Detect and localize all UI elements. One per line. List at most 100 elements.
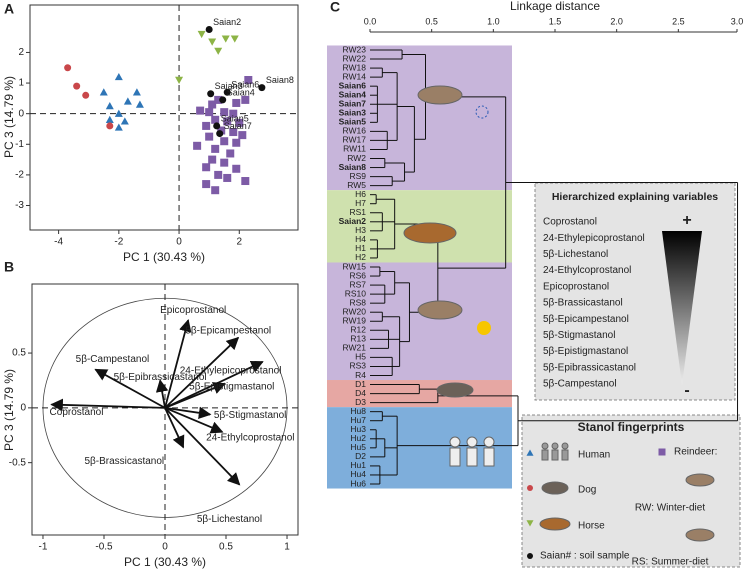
variable-label: 5β-Epicampestanol	[543, 314, 629, 325]
variable-label: 5β-Campestanol	[543, 379, 617, 390]
x-axis-label: PC 1 (30.43 %)	[123, 250, 205, 264]
leaf-label: H7	[355, 198, 366, 208]
loading-arrow	[164, 336, 240, 409]
leaf-label: Saian7	[339, 99, 367, 109]
snow-icon	[475, 105, 489, 119]
x-tick-label: 0	[176, 237, 182, 248]
point	[220, 108, 229, 117]
leaf-label: Saian2	[339, 216, 367, 226]
arrow-label: Epicoprostanol	[160, 305, 226, 316]
arrow-label: 24-Ethylepicoprostanol	[180, 365, 282, 376]
point	[208, 155, 217, 164]
arrow-label: 5β-Brassicastanol	[84, 456, 164, 467]
point-label: Saian5	[221, 113, 249, 123]
x-tick-label: 2	[236, 237, 242, 248]
point	[226, 149, 235, 158]
y-tick-label: 2	[18, 47, 24, 58]
legend-label: Dog	[578, 485, 596, 496]
leaf-label: H1	[355, 243, 366, 253]
human-icon	[541, 442, 569, 461]
point	[205, 108, 214, 117]
point	[197, 30, 206, 39]
leaf-label: RW17	[343, 135, 367, 145]
legend-label: Horse	[578, 521, 605, 532]
point	[213, 122, 221, 130]
arrow-label: 5β-Campestanol	[76, 354, 150, 365]
reindeer-icon	[685, 473, 715, 487]
leaf-label: H2	[355, 252, 366, 262]
point	[207, 90, 215, 98]
loading-arrow	[94, 368, 166, 409]
variable-label: 5β-Brassicastanol	[543, 298, 623, 309]
point	[64, 64, 72, 72]
leaf-label: Hu8	[350, 406, 366, 416]
leaf-label: R12	[350, 325, 366, 335]
point	[208, 38, 217, 46]
variable-label: 5β-Stigmastanol	[543, 330, 615, 341]
leaf-label: RW11	[343, 144, 366, 154]
dog-icon	[541, 481, 569, 495]
point	[526, 449, 534, 456]
leaf-label: Hu7	[350, 415, 366, 425]
x-tick-label: 0.5	[219, 542, 233, 553]
leaf-label: D4	[355, 388, 366, 398]
reindeer-icon	[417, 85, 463, 105]
legend-label: Reindeer:	[674, 447, 717, 458]
box-title: Hierarchized explaining variables	[552, 191, 718, 203]
leaf-label: D1	[355, 379, 366, 389]
point	[202, 121, 211, 130]
point	[229, 128, 238, 137]
leaf-label: Hu2	[350, 433, 366, 443]
legend-label: Human	[578, 450, 610, 461]
variable-label: Epicoprostanol	[543, 281, 609, 292]
point	[211, 115, 220, 124]
point	[196, 106, 205, 115]
variable-label: 5β-Epistigmastanol	[543, 346, 628, 357]
leaf-label: RS1	[349, 207, 366, 217]
loading-arrow	[50, 398, 166, 412]
leaf-label: RW14	[343, 71, 367, 81]
y-tick-label: 0	[20, 402, 26, 413]
point	[114, 109, 123, 117]
point	[211, 144, 220, 153]
x-tick-label: 0.0	[364, 16, 377, 26]
leaf-label: RS7	[349, 279, 366, 289]
point	[132, 88, 141, 96]
point	[223, 117, 232, 126]
leaf-label: H4	[355, 234, 366, 244]
group-band	[327, 407, 512, 489]
group-band	[327, 262, 512, 381]
diet-label: RS: Summer-diet	[632, 557, 709, 568]
point-label: Saian3	[215, 81, 243, 91]
point	[114, 123, 123, 131]
horse-icon	[403, 222, 457, 244]
point	[527, 485, 533, 491]
leaf-label: R4	[355, 370, 366, 380]
y-axis-label: PC 3 (14.79 %)	[2, 76, 16, 158]
group-band	[327, 45, 512, 191]
variable-label: 5β-Lichestanol	[543, 249, 608, 260]
panel-label: C	[330, 0, 340, 15]
reindeer-icon	[417, 300, 463, 320]
loading-arrow	[164, 382, 226, 409]
leaf-label: Hu6	[350, 478, 366, 488]
arrow-label: 5β-Stigmastanol	[214, 410, 286, 421]
plus-sign: +	[682, 212, 691, 229]
point	[211, 186, 220, 195]
leaf-label: RW19	[343, 316, 367, 326]
x-tick-label: 2.0	[610, 16, 623, 26]
reindeer-icon	[685, 528, 715, 542]
point	[241, 95, 250, 104]
leaf-label: D3	[355, 397, 366, 407]
leaf-label: RW5	[347, 180, 366, 190]
point	[232, 138, 241, 147]
x-tick-label: 1.5	[549, 16, 562, 26]
point	[221, 35, 230, 43]
leaf-label: RS8	[349, 297, 366, 307]
leaf-label: H5	[355, 352, 366, 362]
leaf-label: Saian4	[339, 89, 367, 99]
leaf-label: RS10	[345, 288, 367, 298]
point	[232, 164, 241, 173]
legend-label: Saian# : soil sample	[540, 551, 630, 562]
